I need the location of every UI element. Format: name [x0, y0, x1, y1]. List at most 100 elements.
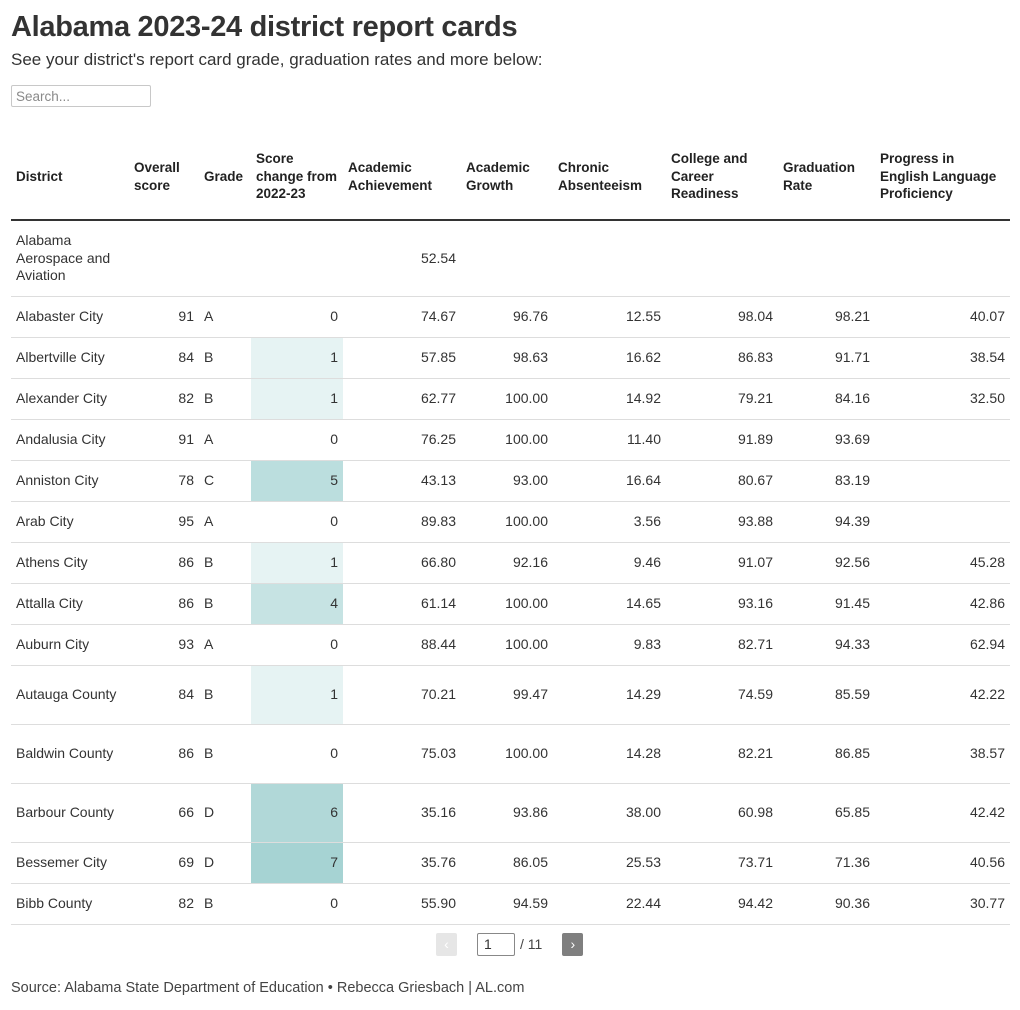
table-cell: 14.28	[553, 724, 666, 784]
source-credit: Source: Alabama State Department of Educ…	[11, 980, 525, 996]
table-cell: 100.00	[461, 501, 553, 543]
table-cell: 62.77	[343, 378, 461, 420]
table-cell: 43.13	[343, 460, 461, 502]
table-cell: 78	[129, 460, 199, 502]
column-header-graduation-rate[interactable]: Graduation Rate	[778, 134, 875, 221]
district-name-cell: Barbour County	[11, 783, 129, 843]
table-cell	[199, 220, 251, 297]
table-cell: 70.21	[343, 665, 461, 725]
table-cell: 0	[251, 419, 343, 461]
table-cell: 40.07	[875, 296, 1010, 338]
table-cell: 100.00	[461, 378, 553, 420]
table-cell	[251, 220, 343, 297]
column-header-score-change[interactable]: Score change from 2022-23	[251, 134, 343, 221]
table-cell: 0	[251, 501, 343, 543]
table-row: Arab City 95 A 0 89.83 100.00 3.56 93.88 94.39	[11, 501, 1010, 543]
table-cell: 32.50	[875, 378, 1010, 420]
column-header-academic-growth[interactable]: Academic Growth	[461, 134, 553, 221]
table-cell: 88.44	[343, 624, 461, 666]
column-header-college-career-readiness[interactable]: College and Career Readiness	[666, 134, 778, 221]
table-cell: 99.47	[461, 665, 553, 725]
table-cell: 66.80	[343, 542, 461, 584]
table-row: Alexander City 82 B 1 62.77 100.00 14.92 79.21 8…	[11, 378, 1010, 420]
table-cell: 0	[251, 296, 343, 338]
column-header-chronic-absenteeism[interactable]: Chronic Absenteeism	[553, 134, 666, 221]
table-cell	[553, 220, 666, 297]
table-cell: 11.40	[553, 419, 666, 461]
table-cell: 83.19	[778, 460, 875, 502]
table-row: Alabama Aerospace and Aviation 52.54	[11, 220, 1010, 297]
search-input[interactable]	[11, 85, 151, 107]
table-cell: 91.07	[666, 542, 778, 584]
table-cell: 22.44	[553, 883, 666, 925]
table-cell: 62.94	[875, 624, 1010, 666]
table-row: Auburn City 93 A 0 88.44 100.00 9.83 82.71 94.33…	[11, 624, 1010, 666]
table-cell: 79.21	[666, 378, 778, 420]
table-row: Attalla City 86 B 4 61.14 100.00 14.65 93.16 91.…	[11, 583, 1010, 625]
table-cell: A	[199, 419, 251, 461]
table-cell: 1	[251, 542, 343, 584]
table-cell: 91	[129, 296, 199, 338]
table-row: Alabaster City 91 A 0 74.67 96.76 12.55 98.04 98…	[11, 296, 1010, 338]
page-subtitle: See your district's report card grade, g…	[11, 50, 543, 69]
table-cell: 82	[129, 378, 199, 420]
column-header-academic-achievement[interactable]: Academic Achievement	[343, 134, 461, 221]
district-table: District Overall score Grade Score chang…	[11, 134, 1010, 925]
table-cell: 35.76	[343, 842, 461, 884]
table-cell	[778, 220, 875, 297]
table-cell: 91	[129, 419, 199, 461]
table-cell: D	[199, 842, 251, 884]
pagination: ‹ / 11 ›	[436, 932, 584, 956]
next-page-button[interactable]: ›	[562, 932, 584, 956]
table-cell: 96.76	[461, 296, 553, 338]
table-cell: 84.16	[778, 378, 875, 420]
table-cell: 93.16	[666, 583, 778, 625]
table-row: Autauga County 84 B 1 70.21 99.47 14.29 74.59 85…	[11, 665, 1010, 725]
table-cell	[875, 501, 1010, 543]
table-cell: 94.42	[666, 883, 778, 925]
table-cell: 52.54	[343, 220, 461, 297]
table-cell: 45.28	[875, 542, 1010, 584]
table-cell: 100.00	[461, 724, 553, 784]
previous-page-button[interactable]: ‹	[436, 932, 457, 956]
table-cell: B	[199, 883, 251, 925]
table-cell: 92.16	[461, 542, 553, 584]
column-header-district[interactable]: District	[11, 134, 129, 221]
table-cell: 0	[251, 883, 343, 925]
table-cell: 76.25	[343, 419, 461, 461]
table-cell: 55.90	[343, 883, 461, 925]
table-cell: 90.36	[778, 883, 875, 925]
table-cell: 82	[129, 883, 199, 925]
table-cell: 98.04	[666, 296, 778, 338]
column-header-english-proficiency[interactable]: Progress in English Language Proficiency	[875, 134, 1010, 221]
district-name-cell: Alexander City	[11, 378, 129, 420]
table-row: Albertville City 84 B 1 57.85 98.63 16.62 86.83…	[11, 337, 1010, 379]
table-cell: 6	[251, 783, 343, 843]
column-header-overall-score[interactable]: Overall score	[129, 134, 199, 221]
district-name-cell: Bibb County	[11, 883, 129, 925]
table-cell: 84	[129, 337, 199, 379]
table-cell: 98.21	[778, 296, 875, 338]
column-header-grade[interactable]: Grade	[199, 134, 251, 221]
table-cell: 35.16	[343, 783, 461, 843]
table-cell: 14.65	[553, 583, 666, 625]
table-cell: 94.33	[778, 624, 875, 666]
district-name-cell: Albertville City	[11, 337, 129, 379]
table-cell: 7	[251, 842, 343, 884]
table-cell: 1	[251, 665, 343, 725]
table-cell: B	[199, 337, 251, 379]
table-cell: D	[199, 783, 251, 843]
table-cell: 0	[251, 724, 343, 784]
table-cell: 74.67	[343, 296, 461, 338]
page-number-input[interactable]	[477, 932, 515, 956]
table-cell: 93	[129, 624, 199, 666]
table-cell: 95	[129, 501, 199, 543]
table-cell	[875, 220, 1010, 297]
table-cell: 92.56	[778, 542, 875, 584]
table-cell: 16.64	[553, 460, 666, 502]
district-name-cell: Attalla City	[11, 583, 129, 625]
district-name-cell: Alabama Aerospace and Aviation	[11, 220, 129, 297]
table-cell: 93.88	[666, 501, 778, 543]
table-cell: 0	[251, 624, 343, 666]
table-cell: 57.85	[343, 337, 461, 379]
